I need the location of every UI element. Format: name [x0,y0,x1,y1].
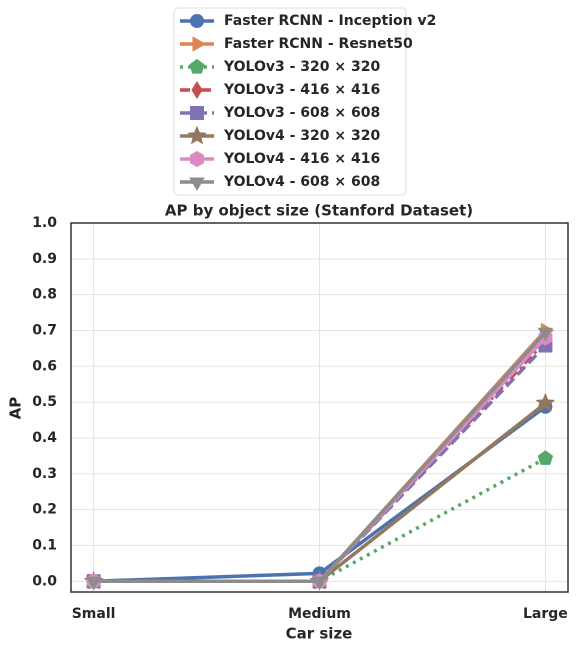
marker [535,392,556,412]
marker [187,125,207,145]
x-axis-label: Car size [286,625,353,643]
x-tick-label: Small [72,606,116,622]
y-tick-label: 0.4 [32,430,57,446]
legend-label: Faster RCNN - Resnet50 [224,36,413,52]
legend-label: YOLOv3 - 608 × 608 [223,105,380,121]
marker [537,327,554,342]
marker [189,177,205,192]
y-tick-label: 0.2 [32,502,57,518]
y-tick-label: 0.0 [32,573,57,589]
series [89,322,555,590]
marker [191,81,203,99]
legend-label: YOLOv4 - 416 × 416 [223,151,380,167]
legend: Faster RCNN - Inception v2 Faster RCNN - … [173,7,436,196]
legend-label: YOLOv4 - 320 × 320 [223,128,380,144]
marker [85,576,102,591]
series [85,327,554,591]
y-tick-label: 0.1 [32,537,57,553]
y-tick-label: 0.5 [32,394,57,410]
legend-label: YOLOv3 - 320 × 320 [223,59,380,75]
legend-box [173,7,407,196]
legend-label: YOLOv4 - 608 × 608 [223,174,380,190]
legend-label: Faster RCNN - Inception v2 [224,13,436,29]
x-tick-label: Large [523,606,568,622]
marker [190,106,204,120]
legend-label: YOLOv3 - 416 × 416 [223,82,380,98]
y-tick-label: 0.6 [32,358,57,374]
y-axis-label: AP [7,397,25,420]
marker [537,450,554,465]
marker [190,150,204,168]
y-tick-label: 0.9 [32,251,57,267]
y-tick-label: 0.8 [32,287,57,303]
y-tick-label: 0.7 [32,322,57,338]
marker [189,58,205,74]
y-tick-label: 0.3 [32,466,57,482]
chart-title: AP by object size (Stanford Dataset) [165,202,473,220]
marker [190,14,204,28]
plot-frame [70,222,569,593]
y-tick-label: 1.0 [32,215,57,231]
marker [311,576,328,591]
marker [192,36,207,52]
x-tick-label: Medium [288,606,351,622]
